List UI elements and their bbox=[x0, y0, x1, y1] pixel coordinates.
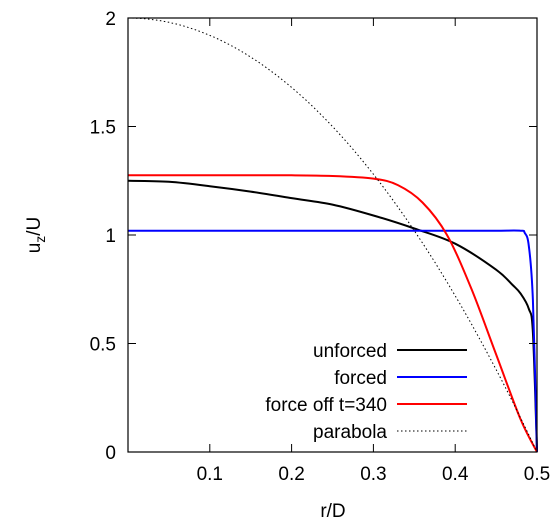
legend: unforced forced force off t=340 parabola bbox=[265, 341, 467, 443]
ticks bbox=[128, 17, 538, 453]
x-tick-label: 0.4 bbox=[442, 464, 469, 485]
tick-labels: 0.1 0.2 0.3 0.4 0.5 0 0.5 1 1.5 2 bbox=[90, 9, 551, 485]
series-line-force-off-t-340 bbox=[127, 174, 538, 453]
x-tick-label: 0.1 bbox=[197, 464, 223, 485]
plot-lines bbox=[127, 17, 538, 453]
legend-label: force off t=340 bbox=[265, 395, 387, 416]
y-axis-label-rest: /U bbox=[24, 217, 45, 236]
series-line-parabola bbox=[128, 17, 538, 453]
x-tick-label: 0.5 bbox=[524, 464, 550, 485]
series-line-unforced bbox=[127, 179, 538, 453]
plot-frame bbox=[127, 17, 538, 453]
legend-label: forced bbox=[334, 368, 387, 389]
y-axis-label-sub: z bbox=[32, 236, 48, 243]
series-line-forced bbox=[128, 229, 538, 453]
y-axis-label-base: u bbox=[24, 243, 45, 254]
x-axis-label: r/D bbox=[320, 501, 345, 522]
y-tick-label: 1 bbox=[105, 226, 116, 247]
x-tick-label: 0.2 bbox=[278, 464, 304, 485]
legend-label: unforced bbox=[313, 341, 387, 362]
x-tick-label: 0.3 bbox=[360, 464, 386, 485]
y-tick-label: 1.5 bbox=[90, 118, 116, 139]
y-tick-label: 0.5 bbox=[90, 335, 116, 356]
legend-label: parabola bbox=[313, 422, 387, 443]
y-tick-label: 0 bbox=[105, 443, 116, 464]
y-tick-label: 2 bbox=[105, 9, 116, 30]
y-axis-label: uz/U bbox=[24, 217, 48, 254]
